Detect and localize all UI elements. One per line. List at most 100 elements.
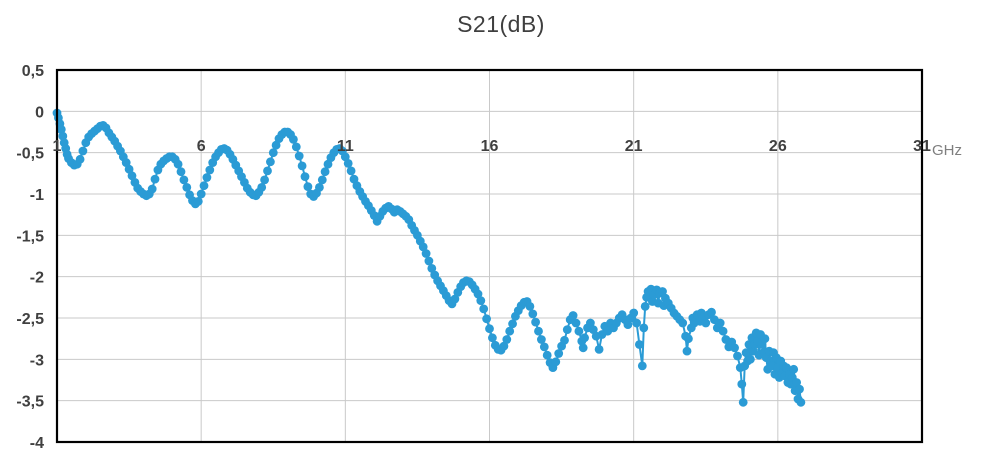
data-point	[715, 318, 725, 328]
data-point	[789, 364, 799, 374]
data-point	[796, 397, 806, 407]
y-tick-label: -2,5	[16, 311, 44, 328]
data-point	[268, 148, 278, 158]
data-point	[682, 346, 692, 356]
data-point	[554, 349, 564, 358]
data-point	[196, 189, 206, 199]
data-point	[635, 340, 644, 349]
x-tick-label: 16	[481, 138, 499, 155]
data-point	[121, 158, 131, 168]
data-point	[473, 289, 483, 299]
data-point	[684, 334, 693, 344]
data-point	[488, 333, 497, 343]
data-point	[588, 325, 598, 334]
data-point	[568, 311, 578, 320]
data-point	[701, 318, 711, 328]
data-point	[291, 142, 301, 152]
data-point	[578, 343, 588, 353]
x-tick-label: 11	[337, 138, 354, 155]
data-point	[594, 345, 604, 354]
data-point	[737, 379, 747, 389]
data-point	[199, 181, 209, 191]
data-point	[574, 326, 584, 336]
data-point	[733, 351, 742, 361]
data-point	[502, 335, 512, 344]
data-point	[202, 173, 212, 182]
data-point	[320, 167, 330, 177]
data-point	[678, 318, 688, 328]
x-axis-unit-label: GHz	[932, 142, 962, 159]
data-point	[551, 357, 561, 367]
data-point	[315, 183, 324, 192]
data-point	[539, 342, 549, 352]
data-point	[421, 249, 431, 258]
data-point	[271, 140, 281, 150]
x-tick-label: 6	[197, 138, 206, 155]
data-point	[193, 197, 203, 206]
data-point	[760, 334, 770, 344]
data-point	[707, 307, 716, 317]
data-point	[792, 378, 801, 387]
data-point	[537, 335, 546, 344]
data-point	[266, 157, 275, 167]
data-point	[571, 318, 581, 328]
data-point	[746, 354, 755, 364]
data-point	[340, 152, 350, 162]
data-point	[629, 308, 639, 318]
x-tick-label: 21	[625, 138, 643, 155]
data-point	[424, 256, 434, 266]
data-point	[303, 182, 313, 192]
data-point	[260, 175, 269, 185]
data-point	[297, 161, 307, 171]
data-point	[658, 287, 667, 296]
data-point	[741, 348, 751, 358]
y-tick-label: -3,5	[16, 394, 44, 411]
y-tick-label: -1	[30, 187, 44, 204]
data-point	[323, 159, 333, 169]
data-point	[795, 384, 804, 394]
data-point	[343, 159, 353, 168]
data-point	[58, 131, 68, 141]
data-point	[127, 171, 137, 181]
data-point	[531, 317, 540, 327]
data-point	[205, 165, 215, 175]
data-point	[562, 325, 572, 334]
chart-title: S21(dB)	[457, 11, 545, 37]
data-point	[147, 184, 157, 194]
data-point	[78, 146, 88, 156]
data-point	[499, 341, 509, 351]
data-point	[639, 323, 649, 333]
plot-border	[55, 68, 924, 444]
data-point	[640, 302, 650, 311]
data-point	[508, 319, 517, 329]
x-tick-label: 26	[769, 138, 787, 155]
data-point	[418, 242, 428, 252]
data-point	[294, 151, 304, 161]
data-point	[528, 309, 538, 319]
x-tick-label: 1	[53, 138, 62, 155]
data-point	[632, 318, 641, 328]
y-tick-label: -0,5	[16, 146, 44, 163]
x-tick-label: 31	[913, 138, 931, 155]
data-point	[349, 174, 359, 184]
y-tick-label: -2	[30, 270, 44, 287]
data-point	[450, 294, 460, 304]
data-point	[718, 326, 728, 336]
data-point	[263, 166, 272, 176]
data-point	[485, 324, 494, 334]
data-point	[525, 302, 535, 311]
data-point	[289, 135, 298, 144]
y-tick-label: -4	[30, 435, 44, 452]
data-point	[623, 320, 633, 329]
data-point	[173, 159, 183, 169]
data-point	[257, 183, 267, 192]
data-point	[730, 343, 739, 353]
data-point	[150, 174, 160, 184]
data-point	[534, 326, 543, 336]
data-point	[176, 167, 186, 177]
data-point	[738, 397, 748, 407]
data-point	[476, 296, 486, 305]
data-point	[124, 164, 134, 174]
